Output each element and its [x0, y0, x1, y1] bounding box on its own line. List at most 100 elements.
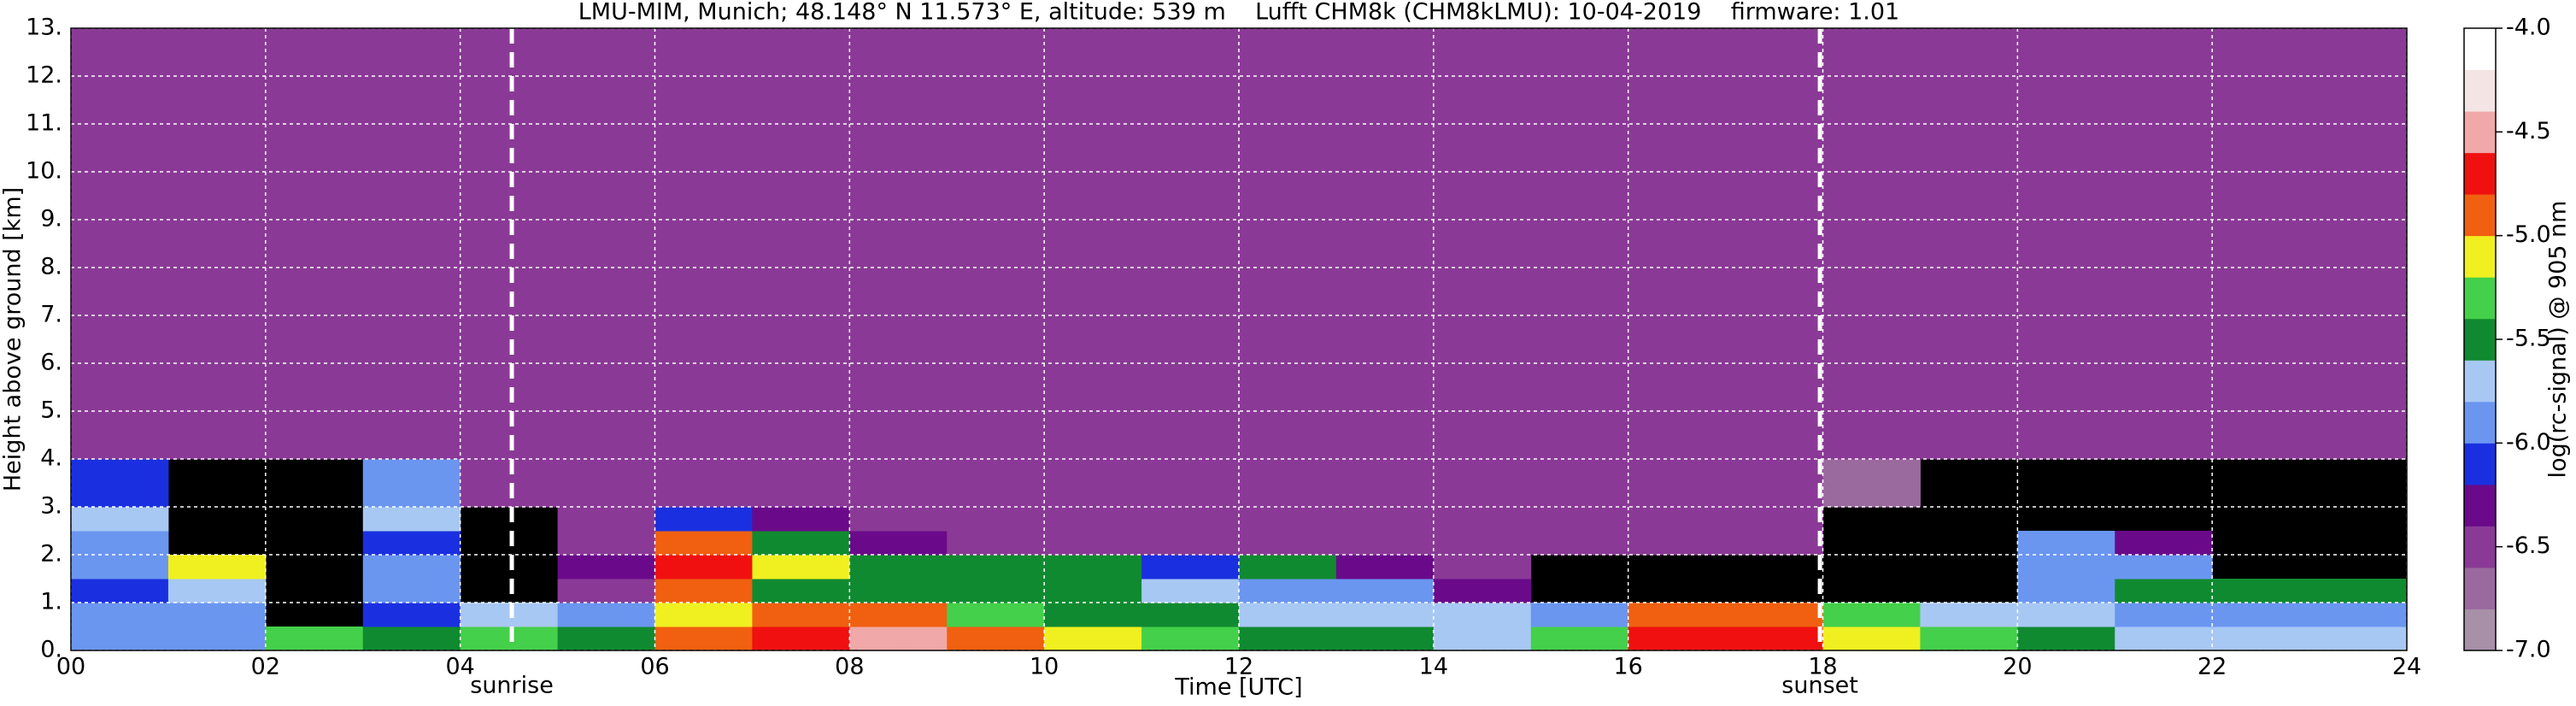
heatmap-cell — [1725, 531, 1823, 556]
heatmap-cell — [2115, 603, 2213, 627]
heatmap-cell — [167, 555, 267, 580]
heatmap-cell — [362, 507, 461, 532]
heatmap-cell — [557, 555, 655, 580]
x-tick-label: 24 — [2392, 654, 2421, 680]
y-tick-label: 7. — [40, 302, 62, 328]
heatmap-cell — [2115, 555, 2213, 580]
colorbar-tick-label: -5.5 — [2506, 326, 2551, 352]
heatmap-cell — [1141, 579, 1240, 603]
colorbar-swatch — [2464, 484, 2496, 527]
heatmap-cell — [1822, 459, 1921, 508]
heatmap-cell — [2212, 28, 2310, 460]
heatmap-cell — [2309, 603, 2408, 627]
heatmap-cell — [1044, 531, 1142, 556]
x-tick-label: 12 — [1224, 654, 1253, 680]
heatmap-cell — [752, 459, 850, 508]
heatmap-cell — [752, 603, 850, 627]
colorbar-swatch — [2464, 318, 2496, 361]
chart-title: LMU-MIM, Munich; 48.148° N 11.573° E, al… — [578, 0, 1899, 26]
heatmap-cell — [2017, 531, 2115, 556]
heatmap-cell — [71, 28, 169, 460]
heatmap-cell — [1239, 555, 1337, 580]
heatmap-cell — [460, 459, 559, 508]
heatmap-cell — [947, 627, 1045, 651]
colorbar-swatch — [2464, 360, 2496, 403]
plot-frame — [70, 27, 2408, 651]
heatmap-cell — [362, 603, 461, 627]
heatmap-cell — [1335, 28, 1435, 460]
heatmap-cell — [1433, 459, 1532, 508]
heatmap-cell — [1239, 579, 1337, 603]
colorbar-label: log(rc-signal) @ 905 nm — [2545, 201, 2572, 479]
heatmap-cell — [71, 531, 169, 556]
heatmap-cell — [1239, 459, 1337, 508]
x-tick-label: 00 — [56, 654, 85, 680]
heatmap-cell — [557, 507, 655, 532]
heatmap-cell — [1530, 28, 1629, 460]
colorbar-swatch — [2464, 277, 2496, 320]
heatmap-cell — [2115, 28, 2213, 460]
heatmap-cell — [1530, 507, 1629, 532]
heatmap-cell — [947, 507, 1045, 532]
heatmap-cell — [849, 603, 948, 627]
heatmap-cell — [265, 28, 364, 460]
heatmap-cell — [1920, 627, 2018, 651]
colorbar-swatch — [2464, 443, 2496, 485]
heatmap-cell — [2212, 603, 2310, 627]
colorbar-swatch — [2464, 28, 2496, 71]
heatmap-cell — [2212, 579, 2310, 603]
heatmap-cell — [71, 555, 169, 580]
y-tick-label: 10. — [26, 158, 62, 185]
heatmap-cell — [2212, 627, 2310, 651]
y-tick-label: 5. — [40, 397, 62, 424]
heatmap-cell — [1920, 603, 2018, 627]
heatmap-cell — [1044, 603, 1142, 627]
heatmap-cell — [1822, 603, 1921, 627]
colorbar-tick-label: -6.0 — [2506, 429, 2551, 456]
heatmap-cell — [362, 531, 461, 556]
heatmap-cell — [1141, 507, 1240, 532]
heatmap-cell — [1335, 603, 1435, 627]
heatmap-cell — [1628, 28, 1727, 460]
colorbar-tick-label: -7.0 — [2506, 637, 2551, 663]
heatmap-cell — [849, 555, 948, 580]
colorbar-swatch — [2464, 194, 2496, 237]
heatmap-cell — [1044, 555, 1142, 580]
colorbar-swatch — [2464, 69, 2496, 112]
heatmap-cell — [1433, 555, 1532, 580]
heatmap-cell — [557, 28, 655, 460]
heatmap-cell — [1433, 28, 1532, 460]
heatmap-cell — [1433, 531, 1532, 556]
heatmap-cell — [71, 507, 169, 532]
heatmap-cell — [2309, 579, 2408, 603]
heatmap-cell — [1141, 531, 1240, 556]
annotation-label: sunrise — [470, 673, 554, 699]
heatmap-cell — [1433, 579, 1532, 603]
colorbar-tick-label: -4.5 — [2506, 118, 2551, 144]
heatmap-cell — [1239, 603, 1337, 627]
heatmap-cell — [1530, 459, 1629, 508]
heatmap-cell — [654, 507, 753, 532]
heatmap-cell — [1822, 28, 1921, 460]
heatmap-cell — [1335, 459, 1435, 508]
colorbar-swatch — [2464, 567, 2496, 609]
heatmap-cell — [1044, 507, 1142, 532]
heatmap-cell — [752, 579, 850, 603]
heatmap-cell — [167, 627, 267, 651]
y-tick-label: 2. — [40, 541, 62, 568]
heatmap-cell — [2309, 28, 2408, 460]
heatmap-cell — [654, 459, 753, 508]
heatmap-cell — [1239, 28, 1337, 460]
heatmap-cell — [557, 603, 655, 627]
heatmap-cell — [1335, 579, 1435, 603]
heatmap-cell — [654, 627, 753, 651]
heatmap-cell — [2017, 555, 2115, 580]
heatmap-cell — [947, 459, 1045, 508]
heatmap-cell — [2115, 579, 2213, 603]
heatmap-cell — [654, 579, 753, 603]
heatmap-cell — [2017, 627, 2115, 651]
y-tick-label: 9. — [40, 206, 62, 232]
x-tick-label: 14 — [1419, 654, 1448, 680]
colorbar-tick-label: -5.0 — [2506, 221, 2551, 248]
heatmap-cell — [71, 627, 169, 651]
